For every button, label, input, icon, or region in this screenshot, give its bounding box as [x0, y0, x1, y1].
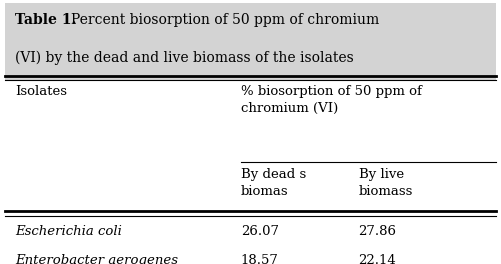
Text: % biosorption of 50 ppm of
chromium (VI): % biosorption of 50 ppm of chromium (VI)	[240, 86, 421, 115]
Text: 18.57: 18.57	[240, 254, 279, 264]
Text: 22.14: 22.14	[359, 254, 396, 264]
Text: By dead s
biomas: By dead s biomas	[240, 168, 306, 198]
Text: Percent biosorption of 50 ppm of chromium: Percent biosorption of 50 ppm of chromiu…	[71, 13, 380, 27]
Text: Isolates: Isolates	[15, 86, 67, 98]
Text: Escherichia coli: Escherichia coli	[15, 225, 122, 238]
FancyBboxPatch shape	[5, 3, 496, 80]
Text: 27.86: 27.86	[359, 225, 396, 238]
Text: 26.07: 26.07	[240, 225, 279, 238]
Text: By live
biomass: By live biomass	[359, 168, 413, 198]
Text: Enterobacter aerogenes: Enterobacter aerogenes	[15, 254, 178, 264]
Text: (VI) by the dead and live biomass of the isolates: (VI) by the dead and live biomass of the…	[15, 50, 354, 65]
Text: Table 1.: Table 1.	[15, 13, 76, 27]
